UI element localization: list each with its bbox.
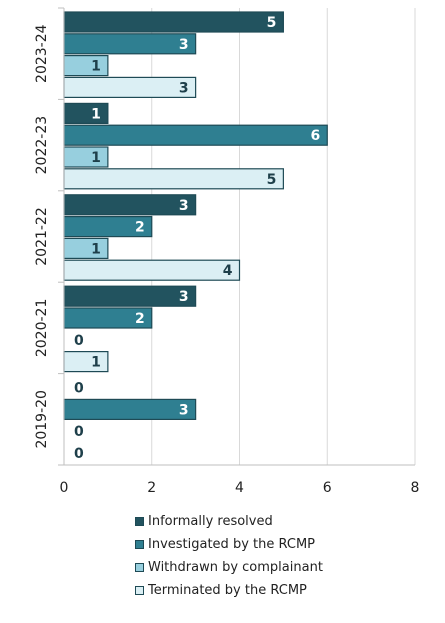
legend-label: Informally resolved xyxy=(148,514,273,529)
category-label: 2023-24 xyxy=(34,24,50,83)
x-tick-label: 4 xyxy=(235,480,244,496)
data-label: 1 xyxy=(91,106,101,122)
bar xyxy=(63,33,197,55)
bar xyxy=(63,237,109,259)
legend-swatch xyxy=(135,540,144,549)
bar xyxy=(63,124,328,146)
legend-swatch xyxy=(135,517,144,526)
data-label: 2 xyxy=(135,311,145,327)
data-label: 1 xyxy=(91,150,101,166)
data-label: 3 xyxy=(179,198,189,214)
legend-label: Terminated by the RCMP xyxy=(148,583,307,598)
data-label: 0 xyxy=(74,333,84,349)
legend-label: Investigated by the RCMP xyxy=(148,537,316,552)
bars xyxy=(63,11,328,420)
bar xyxy=(63,102,109,125)
legend-item: Terminated by the RCMP xyxy=(135,579,395,602)
x-tick-label: 6 xyxy=(323,480,332,496)
bar xyxy=(63,259,241,281)
bar xyxy=(63,285,197,307)
bar xyxy=(63,398,197,420)
legend-item: Investigated by the RCMP xyxy=(135,533,395,556)
bar xyxy=(63,351,109,373)
data-label: 5 xyxy=(267,172,277,188)
legend-label: Withdrawn by complainant xyxy=(148,560,323,575)
data-label: 3 xyxy=(179,402,189,418)
category-label: 2019-20 xyxy=(34,390,50,449)
data-label: 0 xyxy=(74,424,84,440)
data-label: 1 xyxy=(91,241,101,257)
x-tick-label: 0 xyxy=(60,480,69,496)
data-label: 3 xyxy=(179,80,189,96)
data-label: 0 xyxy=(74,446,84,462)
legend-swatch xyxy=(135,586,144,595)
bar xyxy=(63,11,284,33)
bar xyxy=(63,168,284,190)
category-label: 2022-23 xyxy=(34,116,50,175)
data-label: 3 xyxy=(179,37,189,53)
legend: Informally resolved Investigated by the R… xyxy=(135,510,395,602)
data-label: 4 xyxy=(223,263,233,279)
x-tick-label: 8 xyxy=(411,480,420,496)
bar xyxy=(63,146,109,168)
data-label: 6 xyxy=(311,128,321,144)
data-label: 1 xyxy=(91,355,101,371)
legend-swatch xyxy=(135,563,144,572)
data-label: 5 xyxy=(267,15,277,31)
axes: 0 2 4 6 8 2023-24 2022-23 2021-22 2020-21 2019-20 xyxy=(34,7,420,496)
x-tick-label: 2 xyxy=(147,480,156,496)
bar xyxy=(63,194,197,216)
bar xyxy=(63,54,109,77)
category-label: 2021-22 xyxy=(34,207,50,266)
category-label: 2020-21 xyxy=(34,299,50,358)
data-label: 1 xyxy=(91,59,101,75)
data-label: 2 xyxy=(135,220,145,236)
bar xyxy=(63,76,197,99)
legend-item: Withdrawn by complainant xyxy=(135,556,395,579)
legend-item: Informally resolved xyxy=(135,510,395,533)
data-label: 0 xyxy=(74,381,84,397)
data-label: 3 xyxy=(179,289,189,305)
